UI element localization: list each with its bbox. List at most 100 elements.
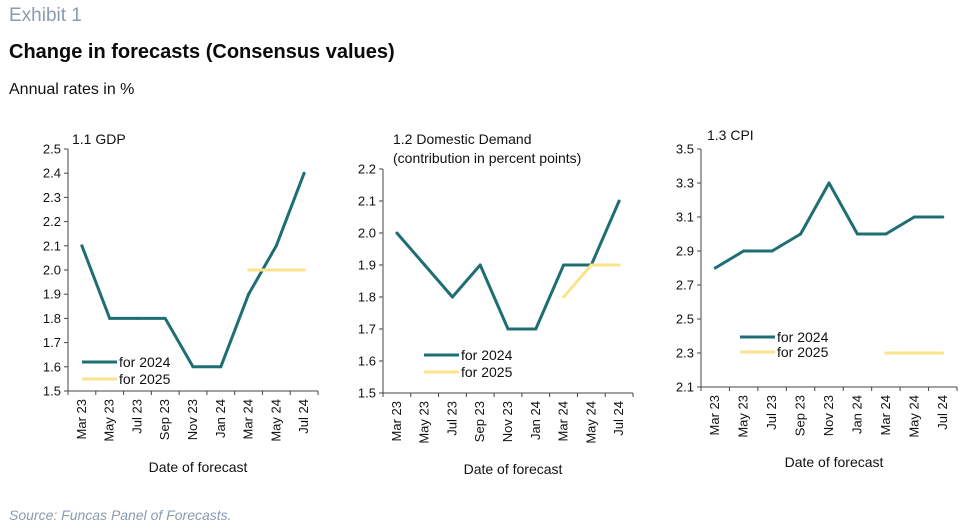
series-for-2024-point (742, 249, 746, 253)
y-tick-label: 2.9 (676, 244, 694, 259)
series-for-2024-point (884, 232, 888, 236)
series-for-2024-point (770, 249, 774, 253)
x-tick-label: Nov 23 (500, 401, 515, 442)
y-tick-label: 3.5 (676, 142, 694, 157)
series-for-2024-point (478, 263, 482, 267)
x-tick-label: May 23 (736, 395, 751, 438)
series-for-2024-point (395, 231, 399, 235)
series-for-2024-point (562, 263, 566, 267)
y-tick-label: 1.7 (43, 335, 61, 350)
chart-subtitle: (contribution in percent points) (393, 150, 581, 166)
series-for-2024-point (247, 292, 251, 296)
chart-gdp: 1.1 GDP 1.5 1.6 1.7 1.8 1.9 2.0 2.1 2.2 2.3 2.4 2.5… (43, 131, 319, 475)
legend-label: for 2024 (777, 329, 829, 345)
series-for-2024-point (534, 327, 538, 331)
series-for-2024-point (135, 316, 139, 320)
y-tick-label: 1.5 (358, 386, 376, 401)
y-tick-label: 1.5 (43, 384, 61, 399)
series-for-2025-point (589, 263, 593, 267)
y-tick-label: 2.4 (43, 166, 61, 181)
x-axis-title: Date of forecast (149, 459, 248, 475)
series-for-2024-point (855, 232, 859, 236)
x-tick-label: Mar 24 (241, 399, 256, 439)
series-for-2024-point (912, 215, 916, 219)
x-tick-label: May 23 (102, 399, 117, 442)
chart-title: 1.3 CPI (707, 127, 754, 143)
y-tick-label: 2.1 (43, 238, 61, 253)
x-tick-label: Jul 23 (129, 399, 144, 434)
legend-label: for 2025 (119, 371, 171, 387)
series-for-2024-point (191, 365, 195, 369)
series-for-2024-point (713, 266, 717, 270)
x-tick-label: Jan 24 (849, 395, 864, 434)
x-tick-label: Mar 23 (707, 395, 722, 435)
legend-label: for 2024 (461, 347, 513, 363)
x-tick-label: Mar 24 (878, 395, 893, 435)
y-tick-label: 2.0 (358, 226, 376, 241)
x-tick-label: Jan 24 (213, 399, 228, 438)
page-subtitle: Annual rates in % (9, 81, 135, 98)
series-for-2025-point (562, 295, 566, 299)
x-tick-label: Jul 24 (296, 399, 311, 434)
x-tick-label: Jul 24 (935, 395, 950, 430)
y-tick-label: 2.5 (43, 142, 61, 157)
source-note: Source: Funcas Panel of Forecasts. (9, 507, 232, 523)
x-tick-label: May 23 (417, 401, 432, 444)
x-tick-label: Jul 24 (611, 401, 626, 436)
x-tick-label: May 24 (906, 395, 921, 438)
y-tick-label: 3.3 (676, 176, 694, 191)
x-tick-label: Nov 23 (821, 395, 836, 436)
series-for-2024-point (163, 316, 167, 320)
series-for-2025-point (302, 268, 306, 272)
series-for-2024-point (450, 295, 454, 299)
series-for-2024-point (274, 244, 278, 248)
legend-label: for 2025 (777, 344, 829, 360)
x-tick-label: Sep 23 (472, 401, 487, 442)
x-tick-label: Sep 23 (157, 399, 172, 440)
series-for-2025-point (884, 351, 888, 355)
y-tick-label: 1.9 (43, 287, 61, 302)
y-tick-label: 2.2 (43, 214, 61, 229)
series-for-2024-line (395, 200, 621, 331)
exhibit-label: Exhibit 1 (9, 5, 82, 26)
legend-label: for 2024 (119, 354, 171, 370)
series-for-2024-point (827, 181, 831, 185)
x-tick-label: Jan 24 (528, 401, 543, 440)
x-tick-label: Mar 24 (556, 401, 571, 441)
x-tick-label: Sep 23 (793, 395, 808, 436)
series-for-2024-point (506, 327, 510, 331)
series-for-2024-point (108, 316, 112, 320)
series-for-2024-point (941, 215, 945, 219)
series-for-2024-point (80, 244, 84, 248)
x-tick-label: May 24 (268, 399, 283, 442)
series-for-2025-point (617, 263, 621, 267)
series-for-2025-line (562, 263, 620, 298)
x-tick-label: Jul 23 (444, 401, 459, 436)
series-for-2024-line (714, 181, 943, 270)
y-tick-label: 1.8 (358, 290, 376, 305)
y-tick-label: 1.8 (43, 311, 61, 326)
y-tick-label: 2.1 (358, 194, 376, 209)
y-tick-label: 2.5 (676, 312, 694, 327)
chart-cpi: 1.3 CPI 2.1 2.3 2.5 2.7 2.9 3.1 3.3 3.5 Mar 23 May… (676, 127, 958, 470)
x-tick-label: Jul 23 (764, 395, 779, 430)
y-tick-label: 1.9 (358, 258, 376, 273)
x-tick-label: Nov 23 (185, 399, 200, 440)
series-for-2024-point (302, 171, 306, 175)
y-tick-label: 1.7 (358, 322, 376, 337)
y-tick-label: 1.6 (43, 359, 61, 374)
series-for-2025-point (941, 351, 945, 355)
chart-title: 1.1 GDP (72, 131, 126, 147)
legend-label: for 2025 (461, 364, 513, 380)
chart-title: 1.2 Domestic Demand (393, 131, 532, 147)
y-tick-label: 2.3 (43, 190, 61, 205)
y-tick-label: 2.3 (676, 346, 694, 361)
x-axis-title: Date of forecast (464, 461, 563, 477)
y-tick-label: 2.7 (676, 278, 694, 293)
series-for-2024-point (617, 199, 621, 203)
series-for-2025-point (247, 268, 251, 272)
series-for-2024-point (799, 232, 803, 236)
y-tick-label: 3.1 (676, 210, 694, 225)
series-for-2024-point (219, 365, 223, 369)
